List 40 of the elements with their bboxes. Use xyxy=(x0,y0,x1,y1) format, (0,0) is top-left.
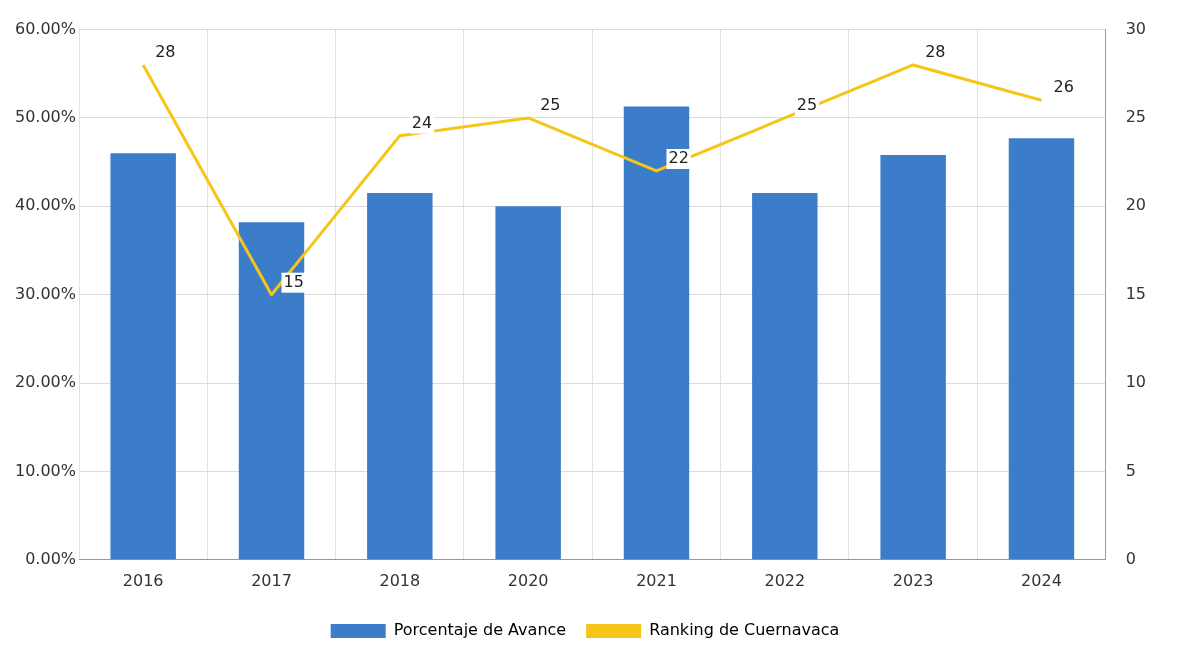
x-tick-label: 2022 xyxy=(764,570,806,590)
data-label: 15 xyxy=(283,271,304,291)
y-tick-label: 20.00% xyxy=(14,372,77,392)
x-tick-label: 2023 xyxy=(892,570,934,590)
x-tick-label: 2020 xyxy=(507,570,549,590)
x-tick-label: 2018 xyxy=(379,570,421,590)
legend-label: Porcentaje de Avance xyxy=(393,620,567,640)
y-tick-label: 60.00% xyxy=(14,18,77,38)
y2-tick-label: 15 xyxy=(1125,283,1146,303)
y2-tick-label: 20 xyxy=(1125,195,1146,215)
y-tick-label: 10.00% xyxy=(14,460,77,480)
bar xyxy=(1008,138,1075,560)
y-tick-label: 0.00% xyxy=(25,548,77,568)
x-tick-label: 2017 xyxy=(251,570,292,590)
x-tick-label: 2016 xyxy=(122,570,164,590)
bar xyxy=(495,206,561,560)
y-tick-label: 40.00% xyxy=(14,195,77,215)
y2-tick-label: 30 xyxy=(1125,18,1146,38)
data-label: 24 xyxy=(411,112,433,132)
y2-tick-label: 10 xyxy=(1125,372,1146,392)
bar xyxy=(238,222,305,560)
bar xyxy=(752,193,818,560)
bar xyxy=(110,153,176,560)
data-label: 28 xyxy=(925,42,946,62)
y2-tick-label: 0 xyxy=(1125,548,1136,568)
data-label: 25 xyxy=(796,95,818,115)
data-label: 26 xyxy=(1053,77,1074,97)
legend-label: Ranking de Cuernavaca xyxy=(649,620,840,640)
bar xyxy=(880,155,946,560)
y2-tick-label: 5 xyxy=(1125,460,1136,480)
data-label: 28 xyxy=(155,42,176,62)
bar xyxy=(367,193,433,560)
y-tick-label: 50.00% xyxy=(14,107,77,127)
x-tick-label: 2024 xyxy=(1021,570,1062,590)
bar xyxy=(623,106,690,560)
data-label: 25 xyxy=(540,95,561,115)
y2-tick-label: 25 xyxy=(1125,107,1146,127)
data-label: 22 xyxy=(668,148,689,168)
x-tick-label: 2021 xyxy=(636,570,677,590)
y-tick-label: 30.00% xyxy=(14,283,77,303)
